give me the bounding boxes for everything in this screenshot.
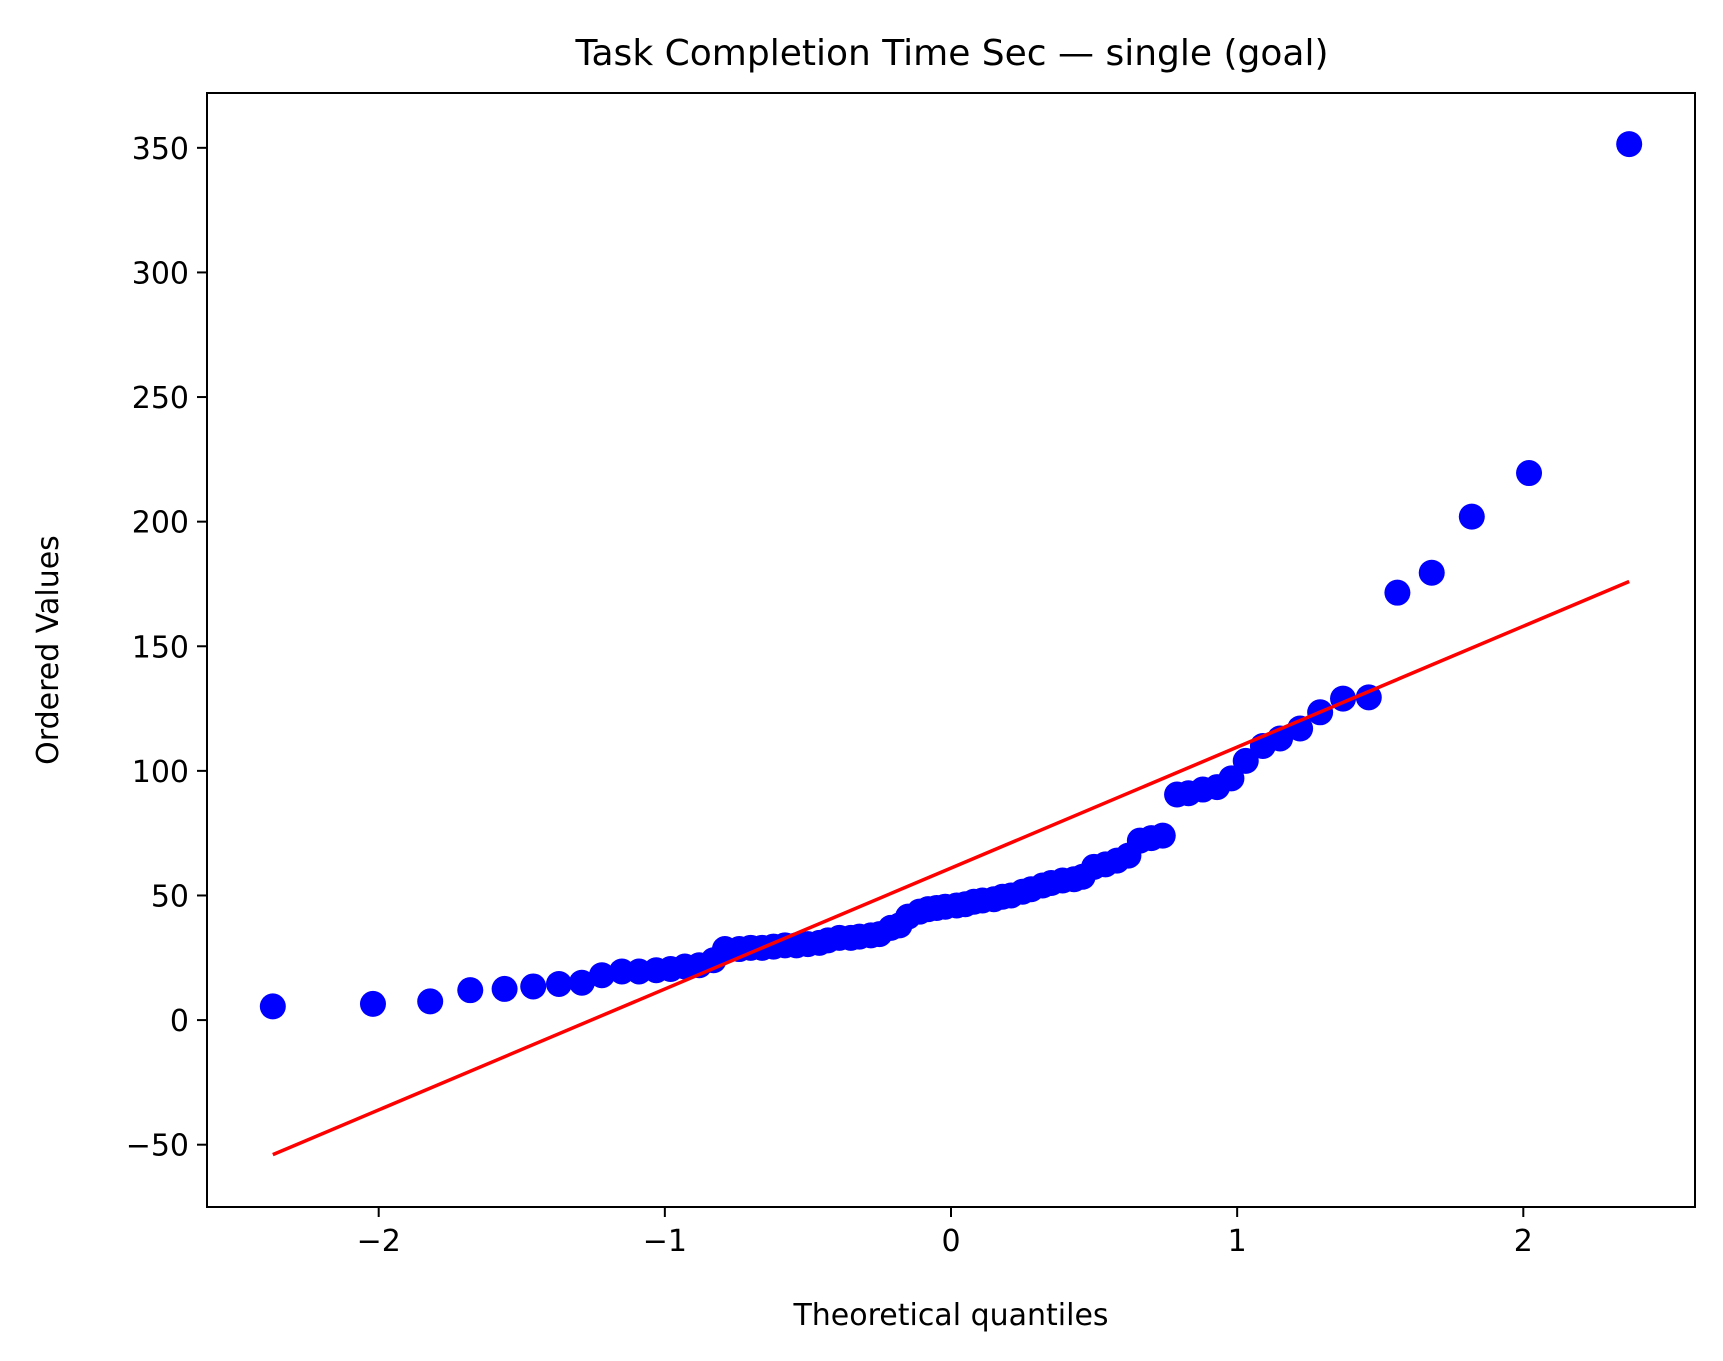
data-point bbox=[545, 970, 572, 997]
y-tick-label: 50 bbox=[151, 879, 189, 914]
data-point bbox=[491, 975, 518, 1002]
y-tick-label: 200 bbox=[132, 506, 189, 541]
y-axis: −50 0 50 100 150 200 250 300 350 bbox=[126, 132, 207, 1164]
data-point bbox=[1384, 579, 1411, 606]
data-point bbox=[568, 969, 595, 996]
data-point bbox=[1218, 765, 1245, 792]
data-point bbox=[1355, 684, 1382, 711]
data-point bbox=[359, 990, 386, 1017]
x-axis-label: Theoretical quantiles bbox=[792, 1298, 1108, 1333]
data-point bbox=[1149, 822, 1176, 849]
data-point bbox=[1516, 460, 1543, 487]
y-tick-label: 100 bbox=[132, 755, 189, 790]
data-point bbox=[259, 993, 286, 1020]
fit-line bbox=[272, 579, 1630, 1157]
data-point bbox=[520, 973, 547, 1000]
x-tick-label: −2 bbox=[357, 1224, 401, 1259]
data-point bbox=[1458, 503, 1485, 530]
plot-area bbox=[259, 131, 1643, 1157]
x-tick-label: 0 bbox=[941, 1224, 960, 1259]
y-tick-label: 250 bbox=[132, 381, 189, 416]
y-tick-label: −50 bbox=[126, 1129, 189, 1164]
x-tick-label: 2 bbox=[1514, 1224, 1533, 1259]
data-point bbox=[1418, 559, 1445, 586]
data-point bbox=[1232, 747, 1259, 774]
y-tick-label: 150 bbox=[132, 630, 189, 665]
y-tick-label: 300 bbox=[132, 256, 189, 291]
x-tick-label: −1 bbox=[643, 1224, 687, 1259]
y-axis-label: Ordered Values bbox=[31, 535, 66, 765]
data-point bbox=[588, 962, 615, 989]
data-point bbox=[1616, 131, 1643, 158]
y-tick-label: 0 bbox=[170, 1004, 189, 1039]
data-point bbox=[417, 988, 444, 1015]
data-point bbox=[457, 977, 484, 1004]
y-tick-label: 350 bbox=[132, 132, 189, 167]
chart-title: Task Completion Time Sec — single (goal) bbox=[574, 33, 1328, 74]
x-axis: −2 −1 0 1 2 bbox=[357, 1207, 1533, 1259]
x-tick-label: 1 bbox=[1228, 1224, 1247, 1259]
